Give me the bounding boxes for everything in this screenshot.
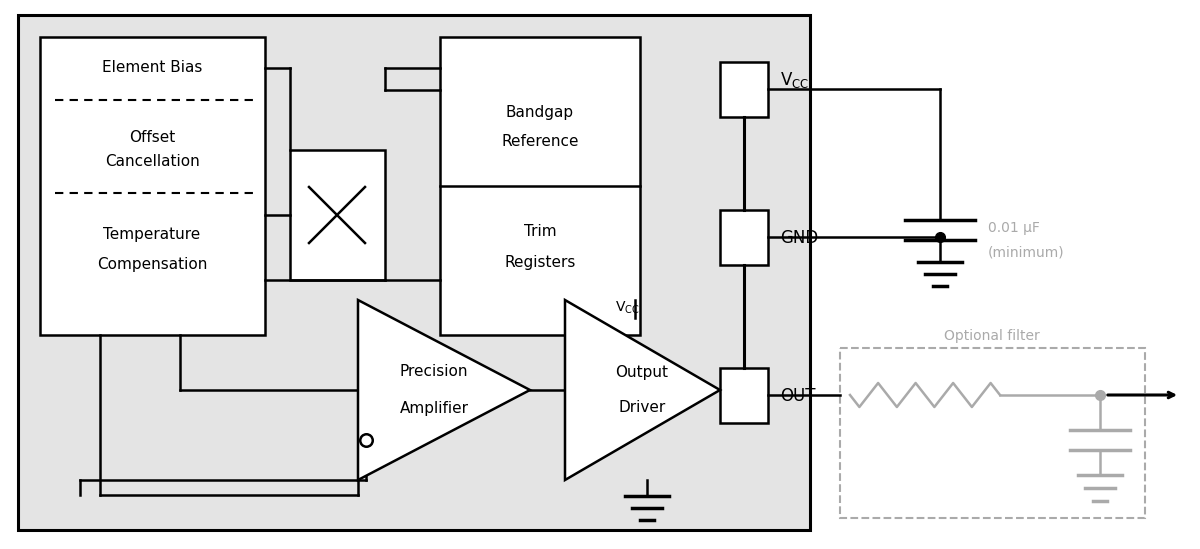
Text: Registers: Registers [504, 255, 576, 270]
Text: Optional filter: Optional filter [944, 329, 1040, 343]
Text: Bandgap: Bandgap [506, 104, 574, 120]
Bar [720, 210, 768, 265]
Bar [720, 62, 768, 117]
Text: Driver: Driver [618, 401, 666, 416]
Bar [840, 348, 1145, 518]
Text: Output: Output [616, 365, 668, 379]
Polygon shape [565, 300, 720, 480]
Text: GND: GND [780, 229, 818, 247]
Text: 0.01 μF: 0.01 μF [988, 221, 1040, 235]
Text: Offset: Offset [128, 130, 175, 144]
Text: V$_{\mathregular{CC}}$: V$_{\mathregular{CC}}$ [614, 300, 640, 316]
Text: Compensation: Compensation [97, 257, 208, 272]
Text: Cancellation: Cancellation [104, 154, 199, 170]
Text: Temperature: Temperature [103, 227, 200, 243]
Bar [720, 368, 768, 423]
Text: Reference: Reference [502, 135, 578, 149]
Polygon shape [358, 300, 530, 480]
Text: Element Bias: Element Bias [102, 60, 202, 76]
Bar [40, 37, 265, 335]
Text: Amplifier: Amplifier [400, 401, 468, 416]
Bar [440, 37, 640, 335]
Bar [18, 15, 810, 530]
Bar [290, 150, 385, 280]
Text: V$_{\mathregular{CC}}$: V$_{\mathregular{CC}}$ [780, 70, 809, 90]
Text: Trim: Trim [523, 225, 557, 239]
Text: (minimum): (minimum) [988, 245, 1064, 259]
Text: Precision: Precision [400, 365, 468, 379]
Text: OUT: OUT [780, 387, 816, 405]
